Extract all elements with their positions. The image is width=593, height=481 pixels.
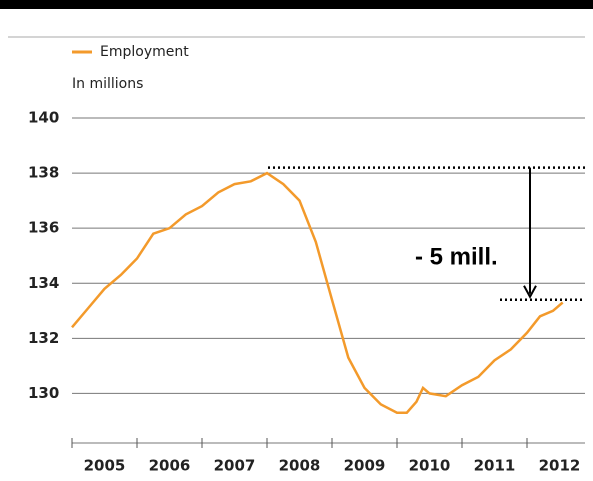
x-tick-label: 2007 — [214, 457, 256, 475]
x-tick-label: 2006 — [149, 457, 191, 475]
annotation-text: - 5 mill. — [415, 243, 498, 270]
series-line — [71, 171, 564, 414]
x-tick-label: 2011 — [474, 457, 516, 475]
x-tick-label: 2005 — [84, 457, 126, 475]
x-tick-label: 2012 — [539, 457, 581, 475]
y-tick-label: 136 — [28, 219, 59, 237]
legend-label: Employment — [100, 44, 189, 60]
y-tick-label: 134 — [28, 274, 59, 292]
x-tick-label: 2009 — [344, 457, 386, 475]
y-axis-label: In millions — [72, 76, 143, 92]
y-tick-label: 138 — [28, 164, 59, 182]
arrow-head — [523, 285, 537, 299]
top-bar — [0, 0, 593, 9]
x-tick-label: 2008 — [279, 457, 321, 475]
y-tick-label: 140 — [28, 109, 59, 127]
x-tick-label: 2010 — [409, 457, 451, 475]
y-tick-label: 130 — [28, 384, 59, 402]
y-tick-label: 132 — [28, 329, 59, 347]
